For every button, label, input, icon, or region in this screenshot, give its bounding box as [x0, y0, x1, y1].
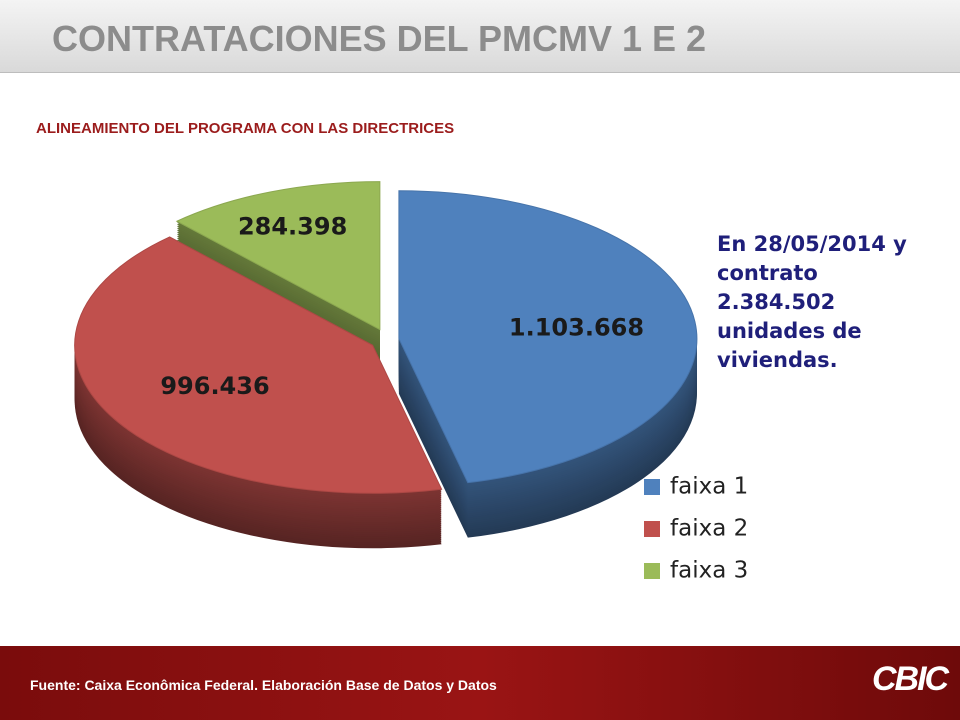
- slide-title: CONTRATACIONES DEL PMCMV 1 E 2: [52, 18, 707, 59]
- header: CONTRATACIONES DEL PMCMV 1 E 2: [0, 0, 960, 73]
- legend-swatch: [644, 479, 660, 495]
- annotation: En 28/05/2014 y contrato 2.384.502 unida…: [717, 232, 907, 372]
- slice: [175, 181, 381, 331]
- source-note: Fuente: Caixa Econômica Federal. Elabora…: [30, 677, 497, 693]
- legend-label: faixa 1: [670, 474, 748, 500]
- legend-label: faixa 3: [670, 558, 748, 584]
- subtitle: ALINEAMIENTO DEL PROGRAMA CON LAS DIRECT…: [36, 120, 455, 137]
- footer: Fuente: Caixa Econômica Federal. Elabora…: [0, 646, 960, 720]
- legend-swatch: [644, 563, 660, 579]
- data-label: 996.436: [160, 372, 269, 400]
- slice: [398, 190, 698, 484]
- data-label: 284.398: [238, 212, 347, 240]
- logo: CBIC: [872, 660, 949, 698]
- slice: [74, 236, 443, 494]
- legend-label: faixa 2: [670, 516, 748, 542]
- legend-swatch: [644, 521, 660, 537]
- data-label: 1.103.668: [509, 313, 644, 341]
